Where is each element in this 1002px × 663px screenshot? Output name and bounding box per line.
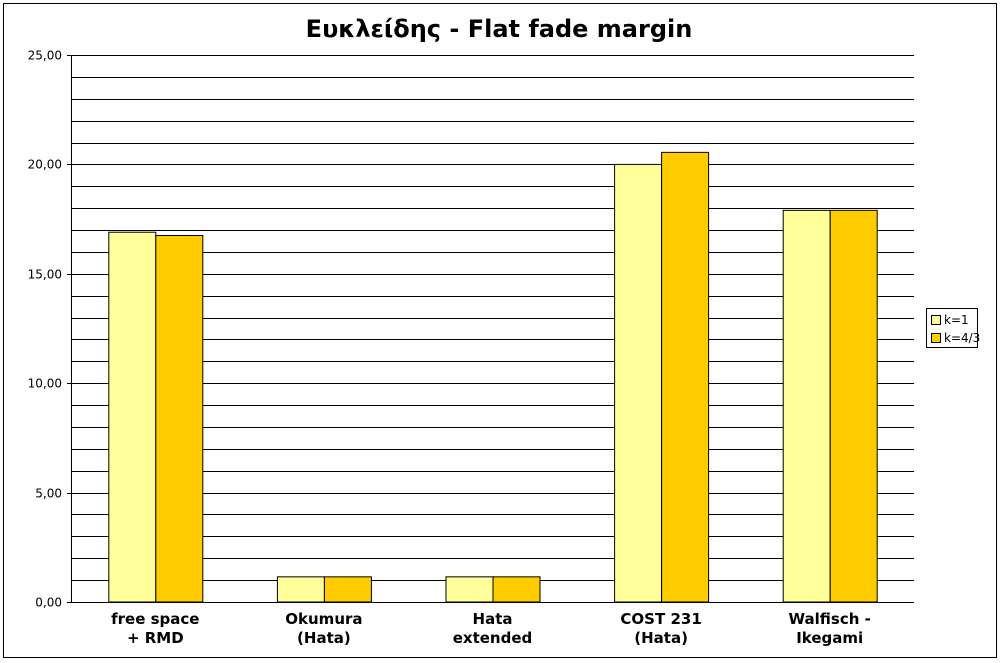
legend-item-k1: k=1 — [931, 313, 969, 327]
axis-layer — [67, 55, 914, 603]
legend-swatch-k1 — [931, 315, 941, 325]
y-tick-label: 10,00 — [28, 377, 62, 391]
bars-layer — [108, 151, 878, 603]
x-category-label: Hata extended — [453, 610, 533, 647]
bar-k1 — [276, 576, 325, 603]
bar-k1 — [108, 231, 157, 603]
y-tick-label: 15,00 — [28, 268, 62, 282]
x-category-label: COST 231 (Hata) — [620, 610, 701, 647]
legend-label-k43: k=4/3 — [944, 331, 981, 345]
bar-k43 — [829, 209, 878, 603]
bar-k43 — [323, 576, 372, 603]
legend-label-k1: k=1 — [944, 313, 969, 327]
bar-k1 — [614, 163, 663, 603]
x-category-label: Walfisch -Ikegami — [789, 610, 871, 647]
bar-k43 — [155, 235, 204, 603]
bar-k1 — [445, 576, 494, 603]
y-tick-label: 25,00 — [28, 49, 62, 63]
y-tick-label: 5,00 — [35, 487, 62, 501]
legend: k=1 k=4/3 — [926, 308, 980, 348]
grid-layer — [71, 55, 914, 581]
chart-title: Ευκλείδης - Flat fade margin — [306, 15, 693, 43]
bar-k1 — [782, 209, 831, 603]
labels-layer: 0,00 5,00 10,00 15,00 20,00 25,00 free space + … — [28, 49, 871, 648]
legend-swatch-k43 — [931, 333, 941, 343]
legend-item-k43: k=4/3 — [931, 331, 980, 345]
bar-k43 — [492, 576, 541, 603]
bar-k43 — [661, 151, 710, 603]
y-tick-label: 0,00 — [35, 596, 62, 610]
y-tick-label: 20,00 — [28, 158, 62, 172]
x-category-label: free space + RMD — [111, 610, 199, 647]
x-category-label: Okumura (Hata) — [285, 610, 362, 647]
